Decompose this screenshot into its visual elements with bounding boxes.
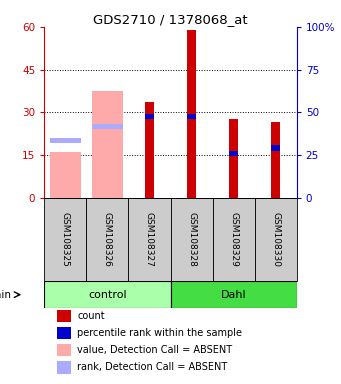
Bar [187, 30, 196, 198]
Bar [57, 327, 71, 339]
Text: percentile rank within the sample: percentile rank within the sample [77, 328, 242, 338]
FancyBboxPatch shape [129, 198, 170, 281]
Text: GSM108327: GSM108327 [145, 212, 154, 267]
Text: GSM108326: GSM108326 [103, 212, 112, 267]
Bar [271, 122, 280, 198]
Bar [49, 152, 81, 198]
Text: count: count [77, 311, 105, 321]
Bar [271, 146, 280, 151]
Bar [145, 114, 154, 119]
Bar [229, 151, 238, 156]
Text: GSM108329: GSM108329 [229, 212, 238, 267]
Bar [57, 361, 71, 374]
FancyBboxPatch shape [170, 198, 212, 281]
FancyBboxPatch shape [212, 198, 255, 281]
Bar [57, 310, 71, 322]
Bar [187, 114, 196, 119]
Bar [57, 344, 71, 356]
Bar [92, 91, 123, 198]
Text: GSM108328: GSM108328 [187, 212, 196, 267]
Bar [229, 119, 238, 198]
Text: value, Detection Call = ABSENT: value, Detection Call = ABSENT [77, 345, 232, 355]
Bar [49, 138, 81, 143]
Bar [145, 103, 154, 198]
Text: control: control [88, 290, 127, 300]
Title: GDS2710 / 1378068_at: GDS2710 / 1378068_at [93, 13, 248, 26]
FancyBboxPatch shape [255, 198, 297, 281]
Text: rank, Detection Call = ABSENT: rank, Detection Call = ABSENT [77, 362, 227, 372]
FancyBboxPatch shape [170, 281, 297, 308]
Text: strain: strain [0, 290, 12, 300]
FancyBboxPatch shape [44, 281, 170, 308]
Bar [92, 124, 123, 129]
FancyBboxPatch shape [86, 198, 129, 281]
Text: GSM108325: GSM108325 [61, 212, 70, 267]
FancyBboxPatch shape [44, 198, 86, 281]
Text: Dahl: Dahl [221, 290, 247, 300]
Text: GSM108330: GSM108330 [271, 212, 280, 267]
